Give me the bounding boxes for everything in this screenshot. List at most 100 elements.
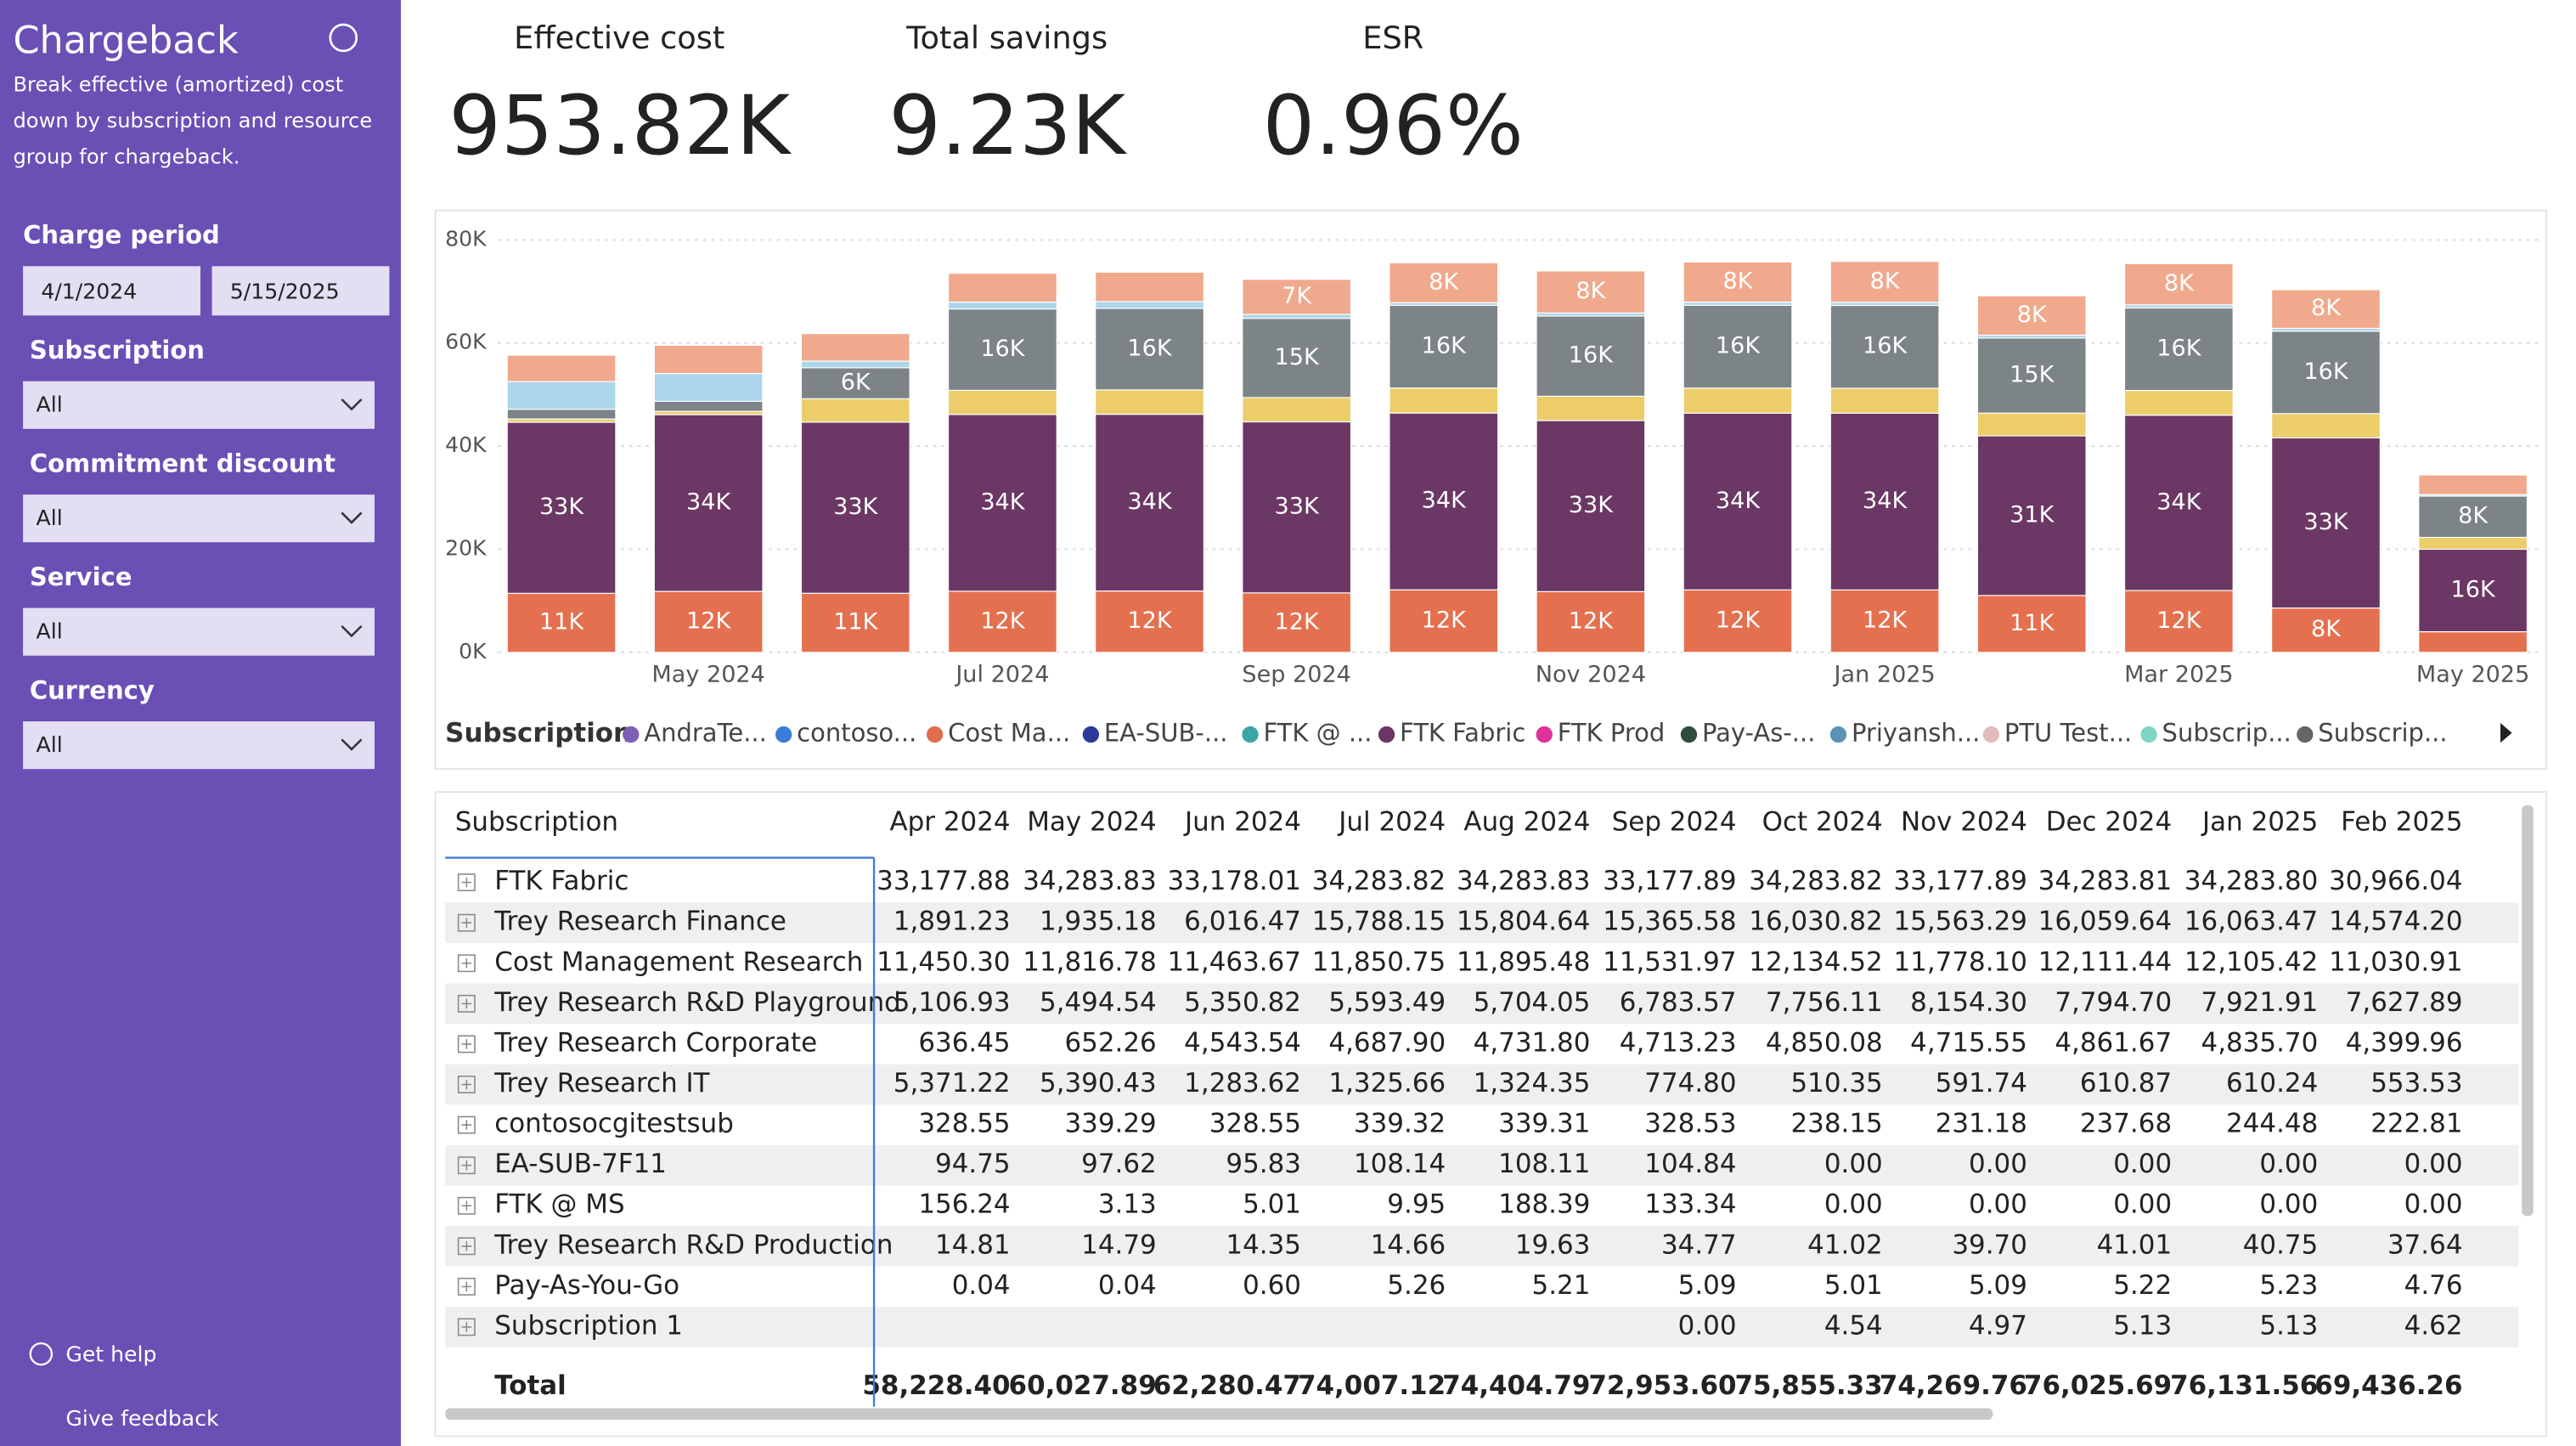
bar-segment — [1976, 412, 2087, 437]
expand-icon[interactable] — [457, 873, 476, 892]
data-label: 12K — [686, 607, 731, 634]
data-label: 8K — [2458, 503, 2489, 529]
cell: 1,283.62 — [1184, 1068, 1301, 1099]
legend-label: FTK @ ... — [1263, 719, 1372, 748]
data-label: 33K — [539, 494, 584, 520]
x-tick-label: Mar 2025 — [2124, 661, 2234, 687]
x-tick-label: Jul 2024 — [954, 661, 1049, 687]
cell: 34,283.81 — [2038, 866, 2172, 896]
legend-label: AndraTe... — [644, 719, 767, 748]
cell: 14.66 — [1371, 1229, 1446, 1260]
column-header: Apr 2024 — [889, 806, 1010, 837]
bar-segment — [1683, 589, 1793, 653]
dropdown[interactable] — [23, 494, 375, 543]
legend-label: Pay-As-... — [1702, 719, 1816, 748]
bar-segment — [1976, 435, 2087, 596]
cell: 30,966.04 — [2329, 866, 2462, 896]
bar-segment — [948, 590, 1057, 653]
bar-segment — [2123, 389, 2234, 416]
data-label: 16K — [1716, 333, 1761, 359]
data-label: 34K — [686, 489, 731, 516]
data-label: 31K — [2010, 501, 2055, 528]
filter-label: Currency — [30, 675, 155, 704]
cell: 5.23 — [2259, 1270, 2318, 1301]
expand-icon[interactable] — [457, 1237, 476, 1256]
bar-segment — [2123, 263, 2234, 306]
dropdown[interactable] — [23, 607, 375, 656]
cell: 610.87 — [2080, 1068, 2172, 1099]
cell: 3.13 — [1098, 1189, 1157, 1220]
cell: 0.00 — [2113, 1149, 2172, 1179]
x-tick-label: Nov 2024 — [1536, 661, 1646, 687]
cell: 328.53 — [1644, 1109, 1736, 1139]
bar-segment — [1095, 301, 1204, 309]
row-label: Pay-As-You-Go — [494, 1270, 679, 1301]
total-cell: 69,436.26 — [2314, 1370, 2462, 1401]
bar-segment — [1389, 412, 1499, 590]
data-label: 11K — [539, 609, 584, 635]
row-label: Trey Research Finance — [493, 907, 786, 937]
data-label: 8K — [2311, 616, 2342, 642]
cell: 774.80 — [1644, 1068, 1736, 1099]
chevron — [341, 738, 363, 751]
link[interactable]: Get help — [65, 1342, 156, 1367]
data-label: 8K — [1870, 268, 1901, 294]
cell: 328.55 — [918, 1109, 1010, 1139]
expand-plus — [461, 918, 472, 928]
bar-segment — [2123, 415, 2234, 591]
bar-segment — [1829, 261, 1940, 303]
expand-icon[interactable] — [457, 1116, 476, 1134]
data-label: 11K — [833, 609, 878, 635]
cell: 156.24 — [918, 1189, 1010, 1220]
total-cell: 62,280.47 — [1153, 1370, 1301, 1401]
v-scrollbar[interactable] — [2522, 805, 2534, 1217]
cell: 4.76 — [2404, 1270, 2463, 1301]
expand-icon[interactable] — [457, 1035, 476, 1053]
bar-segment — [800, 333, 910, 362]
date-input[interactable] — [23, 266, 200, 316]
cell: 0.00 — [2113, 1189, 2172, 1220]
dropdown[interactable] — [23, 381, 375, 429]
bar-segment — [2418, 630, 2528, 653]
bar-segment — [800, 398, 910, 423]
h-scrollbar[interactable] — [445, 1408, 1993, 1421]
expand-icon[interactable] — [457, 1196, 476, 1215]
cell: 11,531.97 — [1603, 946, 1736, 977]
bar-segment — [2271, 289, 2381, 330]
dropdown[interactable] — [23, 721, 375, 770]
column-header: Feb 2025 — [2341, 806, 2462, 837]
expand-icon[interactable] — [457, 1076, 476, 1093]
data-label: 16K — [2156, 336, 2201, 362]
bar-segment — [800, 421, 910, 594]
column-header: Oct 2024 — [1762, 806, 1883, 837]
bar-segment — [1536, 590, 1646, 653]
expand-plus — [461, 1039, 472, 1049]
cell: 4.97 — [1969, 1310, 2027, 1341]
info-icon[interactable] — [329, 23, 358, 53]
legend-next[interactable] — [2500, 723, 2512, 743]
date-input[interactable] — [211, 266, 390, 316]
bar-segment — [1242, 313, 1352, 319]
data-label: 7K — [1282, 283, 1312, 309]
bar-segment — [2271, 413, 2381, 438]
data-label: 15K — [2010, 362, 2055, 388]
link[interactable]: Give feedback — [65, 1406, 219, 1431]
expand-icon[interactable] — [457, 1156, 476, 1175]
data-label: 8K — [2017, 302, 2048, 328]
expand-icon[interactable] — [457, 954, 476, 973]
legend-marker — [2297, 726, 2314, 743]
row-stripe — [445, 1226, 2519, 1267]
data-label: 6K — [841, 370, 871, 396]
expand-icon[interactable] — [457, 994, 476, 1013]
cell: 0.00 — [1969, 1189, 2027, 1220]
data-label: 34K — [1863, 488, 1908, 514]
cell: 328.55 — [1209, 1109, 1301, 1139]
cell: 33,177.88 — [877, 866, 1010, 896]
expand-icon[interactable] — [457, 1318, 476, 1336]
expand-icon[interactable] — [457, 1277, 476, 1296]
column-header: Sep 2024 — [1612, 806, 1737, 837]
cell: 11,030.91 — [2329, 946, 2462, 977]
row-label: EA-SUB-7F11 — [494, 1149, 667, 1179]
cell: 6,783.57 — [1620, 987, 1737, 1018]
expand-icon[interactable] — [457, 913, 476, 932]
